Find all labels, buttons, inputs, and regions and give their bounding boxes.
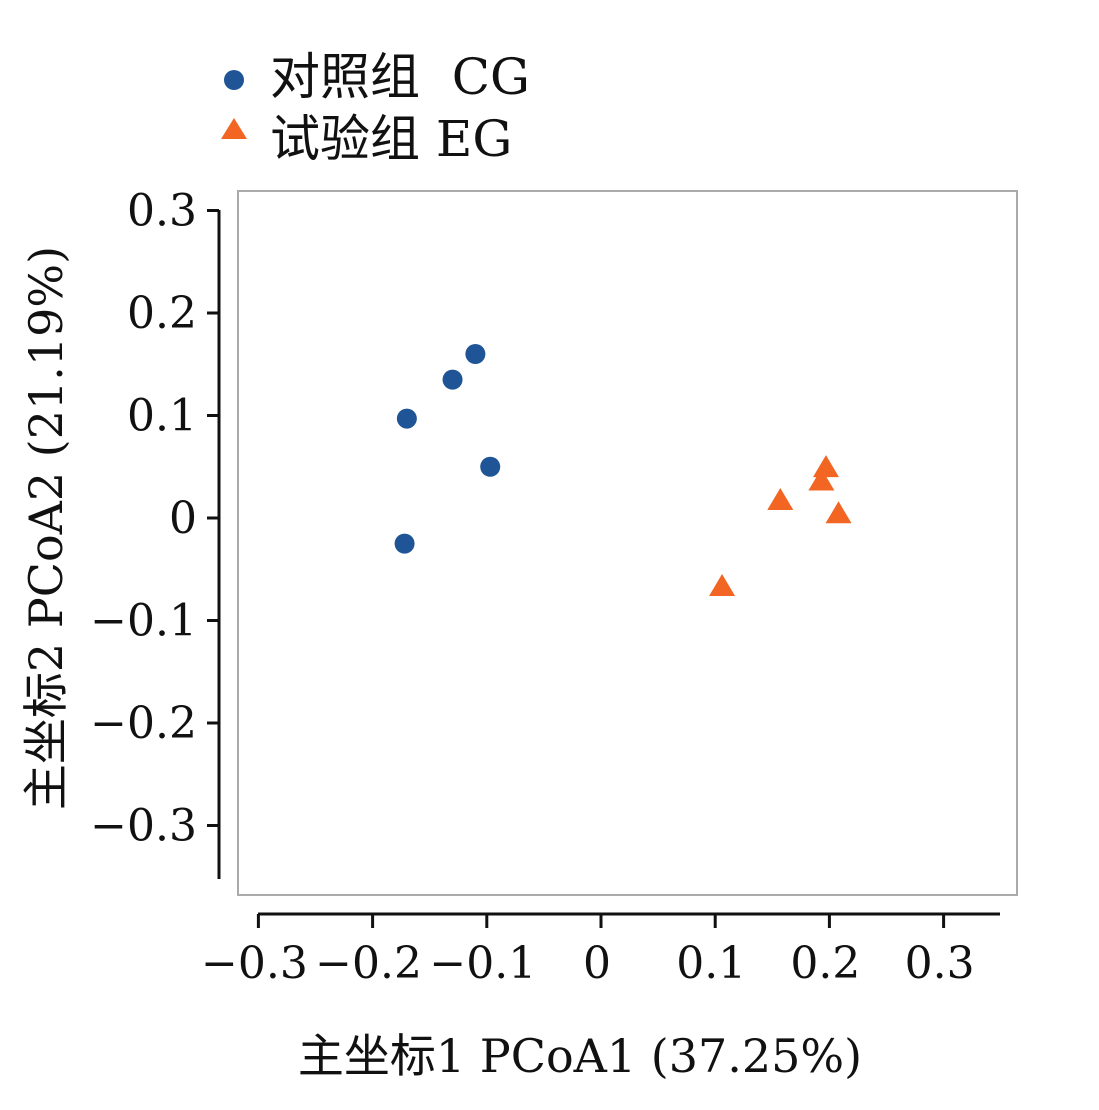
y-tick-label: 0.3: [127, 186, 197, 237]
x-tick-label: 0.3: [905, 938, 975, 989]
cg-point: [396, 408, 417, 429]
x-tick-label: 0.2: [790, 938, 860, 989]
y-tick-label: −0.3: [90, 801, 197, 852]
eg-point: [812, 455, 839, 478]
cg-point: [480, 456, 501, 477]
legend-label-eg: 试验组 EG: [270, 110, 512, 168]
x-tick-label: −0.3: [201, 938, 308, 989]
y-tick-label: −0.2: [90, 698, 197, 749]
legend-marker-eg: [221, 118, 247, 139]
cg-point: [442, 369, 463, 390]
cg-point: [394, 533, 415, 554]
y-tick-label: 0.2: [127, 288, 197, 339]
legend-marker-cg: [224, 70, 244, 90]
x-tick-label: 0: [583, 938, 611, 989]
y-tick-label: 0: [169, 493, 197, 544]
y-tick-label: −0.1: [90, 596, 197, 647]
eg-point: [709, 574, 736, 597]
legend: 对照组 CG 试验组 EG: [221, 48, 530, 168]
x-tick-label: 0.1: [676, 938, 746, 989]
eg-point: [808, 468, 835, 491]
x-axis-title: 主坐标1 PCoA1 (37.25%): [298, 1029, 862, 1083]
x-tick-label: −0.1: [429, 938, 536, 989]
x-tick-label: −0.2: [315, 938, 422, 989]
legend-label-cg: 对照组 CG: [270, 48, 530, 106]
eg-point: [825, 501, 852, 524]
x-axis: −0.3 −0.2 −0.1 0 0.1 0.2 0.3: [201, 912, 1000, 989]
plot-frame: [237, 190, 1018, 896]
eg-point: [767, 487, 794, 510]
y-axis: 0.3 0.2 0.1 0 −0.1 −0.2 −0.3: [90, 186, 221, 879]
data-points: [394, 344, 852, 597]
y-axis-title: 主坐标2 PCoA2 (21.19%): [19, 246, 73, 810]
cg-point: [465, 344, 486, 364]
y-tick-label: 0.1: [127, 391, 197, 442]
